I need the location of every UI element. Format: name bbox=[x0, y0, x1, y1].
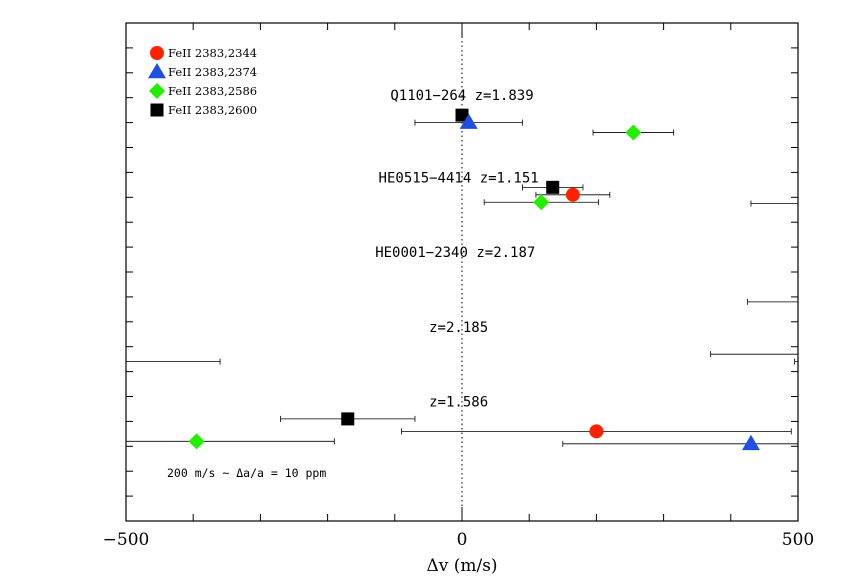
annotation: HE0515−4414 z=1.151 bbox=[379, 170, 539, 186]
legend-item: FeII 2383,2600 bbox=[150, 103, 257, 117]
x-tick-label: 500 bbox=[782, 530, 814, 550]
data-point-square bbox=[455, 108, 469, 122]
data-point-diamond bbox=[625, 124, 642, 141]
legend-label: FeII 2383,2374 bbox=[168, 65, 257, 79]
annotation: z=1.586 bbox=[429, 394, 488, 410]
legend: FeII 2383,2344 FeII 2383,2374 FeII 2383,25… bbox=[148, 46, 257, 117]
legend-marker bbox=[149, 83, 165, 99]
legend-label: FeII 2383,2344 bbox=[168, 46, 257, 60]
x-tick-label: −500 bbox=[103, 530, 150, 550]
x-tick-label: 0 bbox=[457, 530, 468, 550]
data-point-triangle bbox=[459, 113, 478, 129]
data-point-diamond bbox=[188, 433, 205, 450]
data-point-diamond bbox=[24, 354, 40, 370]
data-point-square bbox=[341, 412, 355, 426]
legend-item: FeII 2383,2344 bbox=[150, 46, 257, 60]
legend-marker bbox=[148, 63, 166, 79]
data-point-triangle bbox=[826, 195, 841, 210]
annotation: HE0001−2340 z=2.187 bbox=[375, 245, 535, 261]
legend-label: FeII 2383,2600 bbox=[168, 103, 257, 117]
data-point-square bbox=[546, 180, 560, 194]
legend-label: FeII 2383,2586 bbox=[168, 84, 257, 98]
legend-item: FeII 2383,2374 bbox=[148, 63, 257, 79]
y-ticks bbox=[126, 47, 798, 497]
data-point-circle bbox=[589, 424, 604, 439]
data-markers bbox=[24, 108, 841, 451]
data-point-triangle bbox=[741, 434, 760, 451]
data-point-diamond bbox=[533, 194, 550, 211]
annotations: Q1101−264 z=1.839 HE0515−4414 z=1.151 HE00… bbox=[375, 88, 539, 410]
x-axis-title: Δv (m/s) bbox=[426, 556, 497, 576]
annotation: Q1101−264 z=1.839 bbox=[390, 88, 533, 104]
legend-item: FeII 2383,2586 bbox=[149, 83, 257, 99]
annotation: z=2.185 bbox=[429, 320, 488, 336]
legend-marker bbox=[150, 46, 164, 60]
data-point-circle bbox=[565, 187, 580, 202]
legend-marker bbox=[150, 103, 164, 117]
scale-note: 200 m/s ~ Δa/a = 10 ppm bbox=[167, 466, 326, 480]
x-ticks: −1000−50005001000 bbox=[103, 23, 814, 550]
